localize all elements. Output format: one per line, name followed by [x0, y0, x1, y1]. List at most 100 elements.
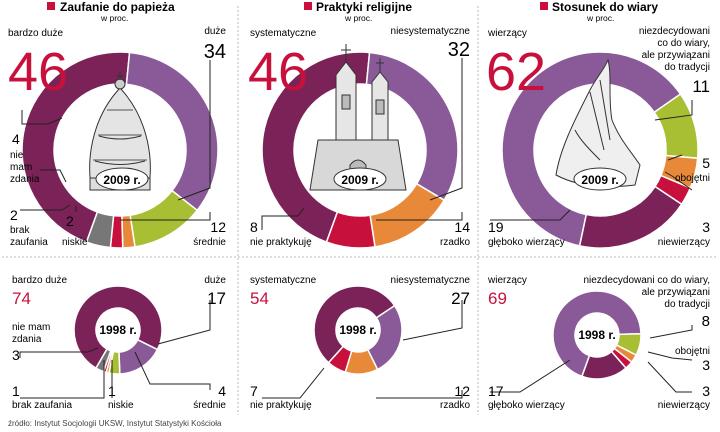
category-label: do tradycji [664, 62, 710, 73]
donut-slice [578, 185, 683, 249]
value-label: 14 [454, 219, 470, 235]
category-label: bardzo duże [8, 28, 63, 39]
big-value: 46 [248, 42, 308, 102]
panel-title: Zaufanie do papieża [60, 0, 175, 14]
category-label: duże [204, 275, 226, 286]
category-label: obojętni [675, 346, 710, 357]
value-label: 12 [210, 219, 226, 235]
labels-papiez-1998: bardzo duże 74 duże 17 nie mam zdania 3 … [12, 275, 226, 411]
category-label: wierzący [487, 28, 527, 39]
labels-papiez-2009: bardzo duże 46 duże 34 4 nie mam zdania … [8, 26, 226, 248]
big-value: 54 [250, 289, 269, 308]
year-label: 2009 r. [341, 173, 378, 187]
value-label: 34 [204, 41, 226, 63]
category-label: zdania [12, 334, 42, 345]
panel-header-3: Stosunek do wiary w proc. [540, 0, 658, 23]
category-label: średnie [193, 237, 226, 248]
category-label: co do wiary, [657, 38, 710, 49]
donut-chart-papiez-1998 [73, 285, 163, 375]
value-label: 27 [451, 289, 470, 308]
value-label: 17 [207, 289, 226, 308]
category-label: duże [204, 26, 226, 37]
donut-chart-praktyki-2009 [261, 51, 459, 249]
value-label: 5 [702, 155, 710, 171]
category-label: głęboko wierzący [488, 237, 565, 248]
category-label: niezdecydowani co do wiary, [583, 275, 710, 286]
donut-chart-wiara-1998 [552, 290, 642, 380]
donut-slice [85, 211, 115, 249]
value-label: 1 [12, 383, 20, 399]
leader-lines [19, 58, 693, 399]
category-label: średnie [193, 400, 226, 411]
donut-slice [94, 348, 112, 373]
category-label: wierzący [487, 275, 527, 286]
value-label: 7 [250, 383, 258, 399]
category-label: systematyczne [250, 275, 317, 286]
category-label: ale przywiązani [642, 50, 710, 61]
value-label: 2 [10, 207, 18, 223]
panel-subtitle: w proc. [100, 13, 128, 23]
category-label: systematyczne [250, 28, 317, 39]
category-label: nie [10, 150, 24, 161]
year-label: 2009 r. [103, 173, 140, 187]
labels-praktyki-2009: systematyczne 46 niesystematyczne 32 8 n… [248, 26, 470, 248]
category-label: zaufania [10, 237, 48, 248]
year-badge-2009: 2009 r. [573, 167, 627, 191]
category-label: brak [10, 225, 30, 236]
value-label: 3 [702, 383, 710, 399]
praying-hands-icon [555, 58, 641, 188]
category-label: nie praktykuję [250, 400, 312, 411]
value-label: 3 [702, 357, 710, 373]
title-marker [304, 2, 312, 10]
donut-slice [313, 285, 396, 364]
category-label: obojętni [675, 173, 710, 184]
panel-header-1: Zaufanie do papieża w proc. [47, 0, 175, 23]
value-label: 8 [250, 219, 258, 235]
value-label: 32 [448, 39, 470, 61]
labels-wiara-2009: wierzący 62 niezdecydowani co do wiary, … [486, 26, 710, 248]
value-label: 19 [488, 219, 504, 235]
big-value: 46 [8, 42, 68, 102]
big-value: 69 [488, 289, 507, 308]
category-label: rzadko [440, 237, 470, 248]
title-marker [47, 2, 55, 10]
category-label: nie praktykuję [250, 237, 312, 248]
title-marker [540, 2, 548, 10]
category-label: niskie [108, 400, 134, 411]
value-label: 2 [66, 213, 74, 229]
year-label: 2009 r. [581, 173, 618, 187]
panel-title: Praktyki religijne [316, 0, 412, 14]
donut-slice [327, 345, 353, 374]
donut-slice [125, 51, 219, 212]
category-label: niskie [62, 237, 88, 248]
category-label: mam [10, 162, 32, 173]
value-label: 11 [692, 77, 710, 96]
donut-chart-praktyki-1998 [313, 285, 403, 375]
category-label: niesystematyczne [391, 275, 471, 286]
value-label: 4 [12, 131, 20, 147]
category-label: bardzo duże [12, 275, 67, 286]
value-label: 8 [702, 313, 710, 330]
big-value: 62 [486, 42, 546, 102]
value-label: 1 [108, 383, 116, 399]
category-label: do tradycji [664, 299, 710, 310]
year-badge-2009: 2009 r. [333, 167, 387, 191]
value-label: 3 [12, 347, 20, 363]
labels-wiara-1998: wierzący 69 niezdecydowani co do wiary, … [487, 275, 710, 411]
year-label: 1998 r. [99, 323, 136, 337]
donut-chart-wiara-2009 [501, 51, 699, 249]
value-label: 17 [488, 383, 504, 399]
donut-slice [580, 350, 628, 380]
value-label: 4 [218, 383, 226, 399]
category-label: niesystematyczne [391, 26, 471, 37]
year-label: 1998 r. [339, 323, 376, 337]
category-label: niewierzący [658, 400, 710, 411]
category-label: zdania [10, 174, 40, 185]
panel-title: Stosunek do wiary [552, 0, 658, 14]
labels-praktyki-1998: systematyczne 54 niesystematyczne 27 7 n… [250, 275, 470, 411]
category-label: ale przywiązani [642, 287, 710, 298]
panel-subtitle: w proc. [344, 13, 372, 23]
category-label: rzadko [440, 400, 470, 411]
category-label: niewierzący [658, 237, 710, 248]
